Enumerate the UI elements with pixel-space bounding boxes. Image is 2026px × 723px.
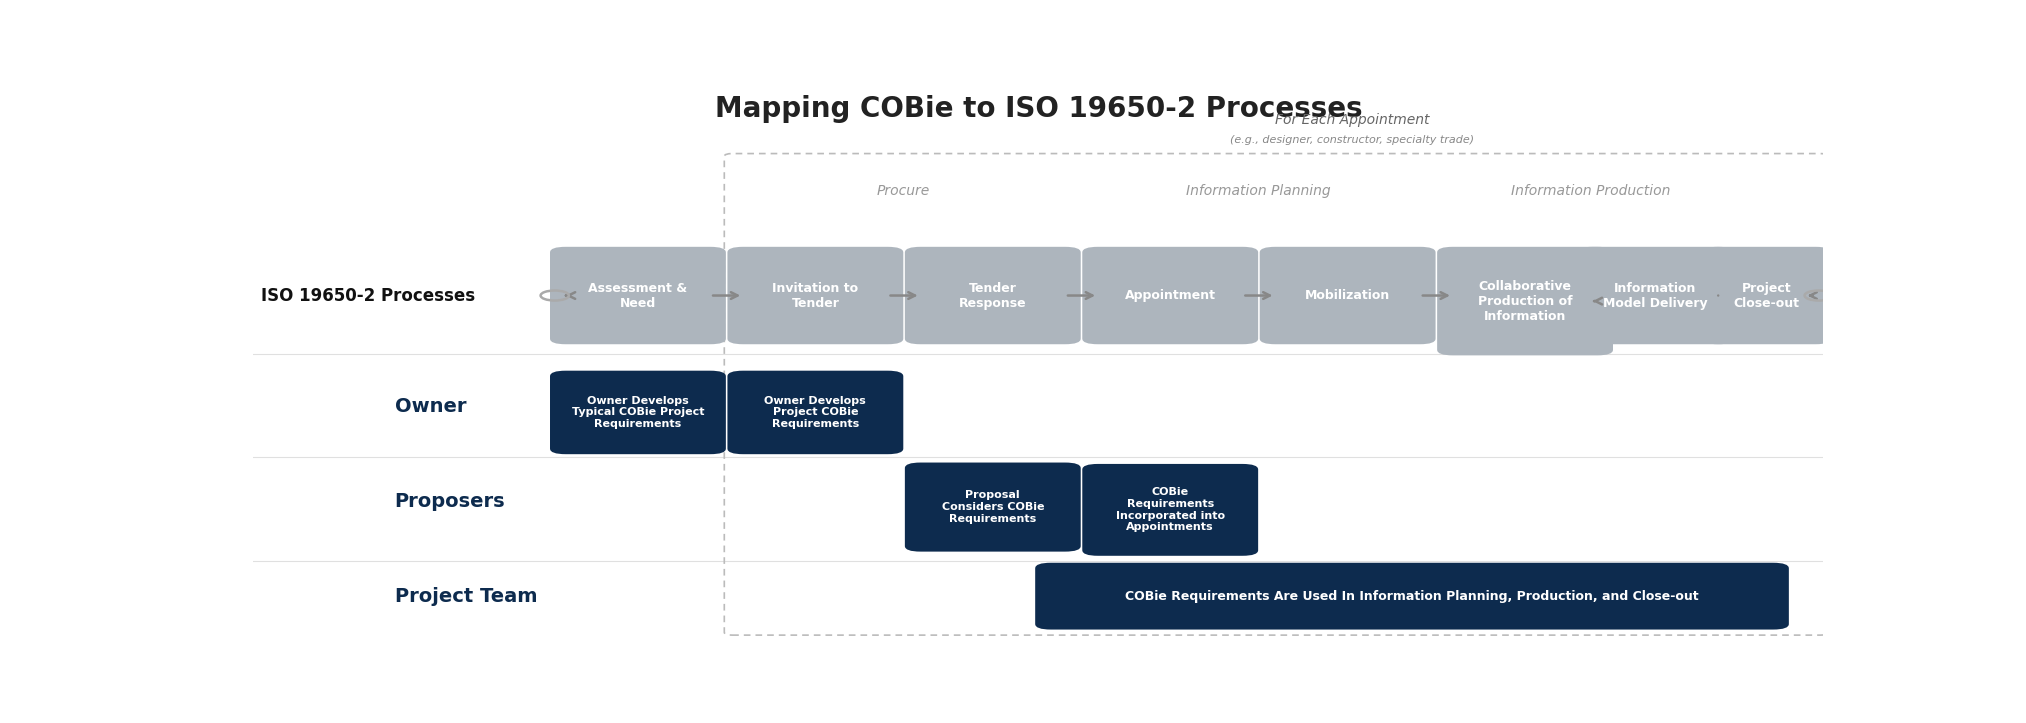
Text: Owner Develops
Typical COBie Project
Requirements: Owner Develops Typical COBie Project Req… (571, 395, 705, 429)
FancyBboxPatch shape (1260, 247, 1436, 344)
FancyBboxPatch shape (727, 247, 904, 344)
Text: COBie Requirements Are Used In Information Planning, Production, and Close-out: COBie Requirements Are Used In Informati… (1124, 590, 1700, 603)
Text: COBie
Requirements
Incorporated into
Appointments: COBie Requirements Incorporated into App… (1116, 487, 1226, 532)
Text: Information Planning: Information Planning (1185, 184, 1331, 198)
Text: Project Team: Project Team (395, 586, 537, 606)
Text: Procure: Procure (877, 184, 930, 198)
FancyBboxPatch shape (1082, 464, 1258, 556)
Text: Owner: Owner (395, 398, 466, 416)
FancyBboxPatch shape (1082, 247, 1258, 344)
Text: Assessment &
Need: Assessment & Need (588, 281, 687, 309)
Text: For Each Appointment: For Each Appointment (1274, 114, 1430, 127)
Text: Information
Model Delivery: Information Model Delivery (1603, 281, 1708, 309)
Text: Collaborative
Production of
Information: Collaborative Production of Information (1477, 280, 1572, 322)
Text: Owner Develops
Project COBie
Requirements: Owner Develops Project COBie Requirement… (764, 395, 867, 429)
Text: Tender
Response: Tender Response (958, 281, 1027, 309)
FancyBboxPatch shape (1436, 247, 1613, 356)
Text: Proposers: Proposers (395, 492, 504, 511)
Text: Invitation to
Tender: Invitation to Tender (772, 281, 859, 309)
FancyBboxPatch shape (906, 247, 1080, 344)
Text: Information Production: Information Production (1511, 184, 1671, 198)
Text: (e.g., designer, constructor, specialty trade): (e.g., designer, constructor, specialty … (1230, 134, 1475, 145)
FancyBboxPatch shape (1035, 562, 1789, 630)
Text: Mobilization: Mobilization (1305, 289, 1390, 302)
FancyBboxPatch shape (549, 247, 725, 344)
FancyBboxPatch shape (906, 463, 1080, 552)
FancyBboxPatch shape (549, 371, 725, 454)
FancyBboxPatch shape (1576, 247, 1734, 344)
Text: ISO 19650-2 Processes: ISO 19650-2 Processes (261, 286, 476, 304)
Text: Proposal
Considers COBie
Requirements: Proposal Considers COBie Requirements (942, 490, 1043, 523)
Text: Appointment: Appointment (1124, 289, 1216, 302)
FancyBboxPatch shape (1702, 247, 1832, 344)
Text: Mapping COBie to ISO 19650-2 Processes: Mapping COBie to ISO 19650-2 Processes (715, 95, 1361, 123)
FancyBboxPatch shape (727, 371, 904, 454)
Text: Project
Close-out: Project Close-out (1734, 281, 1799, 309)
